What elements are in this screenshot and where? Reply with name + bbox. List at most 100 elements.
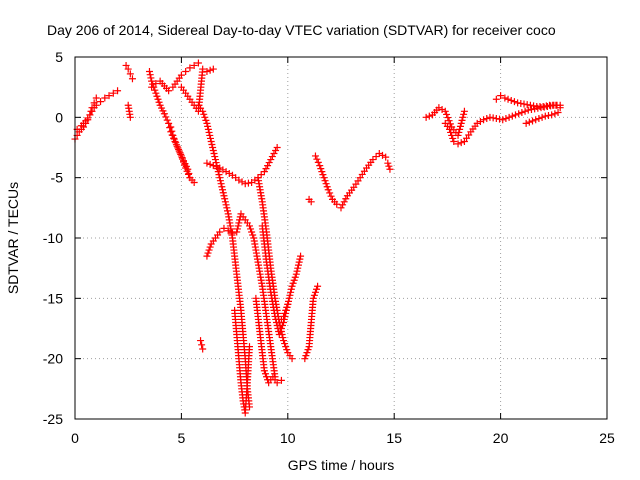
data-point (492, 95, 500, 103)
series-s8 (177, 65, 217, 115)
data-point (283, 346, 291, 354)
data-point (340, 198, 348, 206)
data-point (275, 331, 283, 339)
data-point (218, 183, 226, 191)
data-point (311, 288, 319, 296)
data-point (205, 128, 213, 136)
series-s17 (301, 282, 322, 363)
data-point (441, 107, 449, 115)
data-point (183, 167, 191, 175)
data-point (309, 294, 317, 302)
data-point (219, 166, 227, 174)
data-point (147, 74, 155, 82)
data-point (551, 110, 559, 118)
data-point (204, 249, 212, 257)
data-point (152, 89, 160, 97)
y-axis-label: SDTVAR / TECUs (5, 182, 21, 294)
x-tick-label: 15 (386, 430, 402, 446)
data-point (194, 59, 202, 67)
data-point (526, 101, 534, 109)
data-point (154, 95, 162, 103)
data-point (455, 128, 463, 136)
data-point (180, 158, 188, 166)
data-point (152, 80, 160, 88)
series-s20 (311, 150, 390, 212)
data-point (273, 144, 281, 151)
data-point (449, 134, 457, 142)
data-point (280, 312, 288, 320)
data-point (216, 177, 224, 185)
data-point (200, 110, 208, 118)
data-point (190, 178, 198, 186)
data-point (281, 309, 289, 317)
data-point (175, 147, 183, 155)
data-point (224, 227, 232, 235)
data-point (244, 179, 252, 187)
data-point (314, 158, 322, 166)
series-s6 (148, 59, 202, 95)
series-s16 (275, 252, 305, 326)
data-point (518, 109, 526, 117)
data-point (316, 162, 324, 170)
data-point (520, 100, 528, 108)
data-point (323, 183, 331, 191)
series-s11 (231, 306, 253, 417)
series-s2 (73, 94, 100, 133)
data-point (114, 87, 122, 95)
data-point (317, 165, 325, 173)
data-point (554, 109, 562, 117)
data-point (556, 104, 564, 112)
data-point (151, 86, 159, 94)
series-s18 (197, 337, 207, 353)
data-point (524, 106, 532, 114)
data-point (517, 99, 525, 107)
data-point (535, 115, 543, 123)
series-s7 (167, 123, 198, 186)
data-point (175, 146, 183, 154)
data-point (145, 67, 153, 75)
data-point (322, 180, 330, 188)
data-point (295, 258, 303, 266)
data-point (190, 61, 198, 69)
data-point (261, 370, 269, 378)
data-point (247, 225, 255, 233)
data-point (552, 101, 560, 109)
x-tick-label: 5 (178, 430, 186, 446)
data-point (294, 264, 302, 272)
data-point (342, 195, 350, 203)
data-point (456, 122, 464, 130)
data-point (245, 343, 253, 351)
data-point (443, 110, 451, 118)
series-s3 (122, 61, 136, 83)
data-point (457, 139, 465, 147)
data-point (155, 98, 163, 106)
data-point (165, 119, 173, 127)
data-point (217, 180, 225, 188)
plot-frame (74, 56, 608, 420)
data-point (460, 107, 468, 115)
data-point (514, 99, 522, 107)
data-point (450, 137, 458, 145)
data-point (507, 96, 515, 104)
data-point (235, 219, 243, 227)
data-point (282, 343, 290, 351)
data-point (454, 140, 462, 148)
y-tick-label: -20 (43, 351, 63, 367)
data-point (310, 291, 318, 299)
data-point (257, 171, 265, 179)
data-point (241, 180, 249, 188)
data-point (220, 192, 228, 200)
data-point (339, 201, 347, 209)
data-point (126, 70, 134, 78)
data-point (88, 104, 96, 112)
data-point (124, 65, 132, 73)
data-point (167, 123, 175, 131)
data-point (128, 75, 136, 83)
data-point (204, 125, 212, 133)
data-point (511, 111, 519, 119)
data-point (515, 110, 523, 118)
data-point (202, 116, 210, 124)
data-point (448, 131, 456, 139)
data-point (222, 168, 230, 176)
data-point (199, 65, 207, 73)
